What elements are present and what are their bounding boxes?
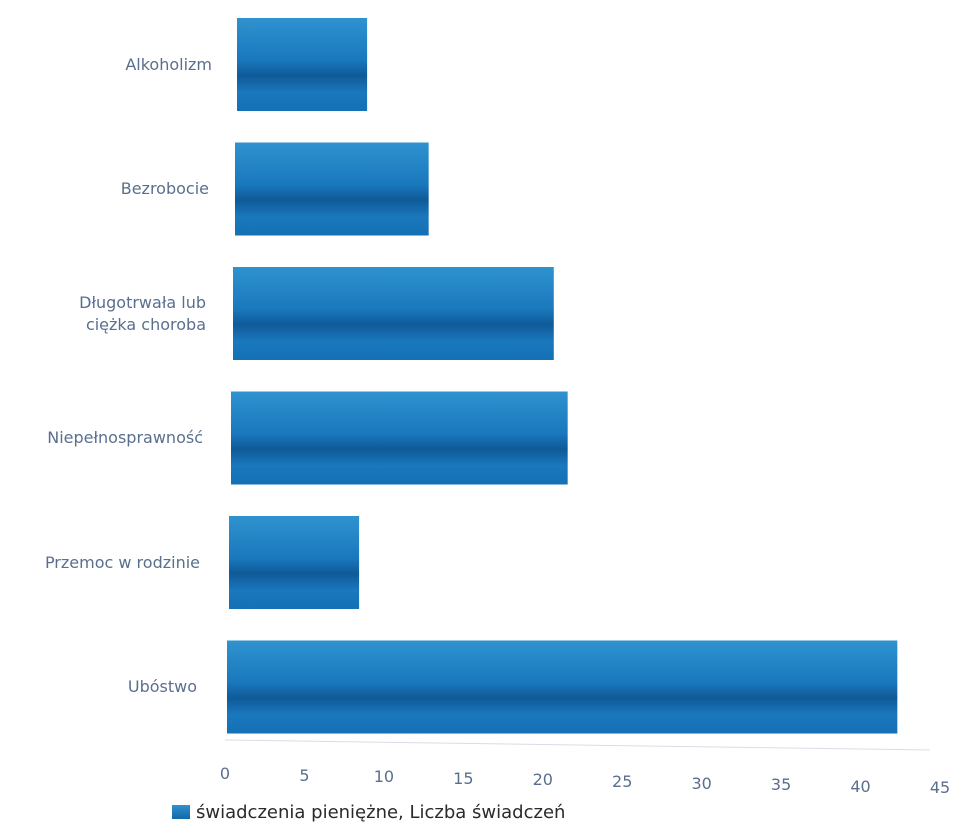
x-tick-label: 15 <box>453 768 474 788</box>
category-label: Niepełnosprawność <box>47 428 203 447</box>
x-tick-label: 20 <box>532 770 553 790</box>
category-label: Długotrwała lub ciężka choroba <box>79 292 206 334</box>
x-tick-label: 25 <box>612 772 633 791</box>
x-tick-label: 45 <box>929 778 951 798</box>
category-label: Bezrobocie <box>120 179 209 198</box>
x-tick-label: 35 <box>770 775 792 795</box>
x-tick-label: 0 <box>219 764 231 783</box>
legend-swatch <box>172 805 190 819</box>
x-tick-label: 5 <box>299 765 310 785</box>
bar-5 <box>227 640 898 734</box>
bar-0 <box>237 18 368 111</box>
bar-4 <box>229 516 360 609</box>
bar-2 <box>233 267 554 360</box>
legend-label: świadczenia pieniężne, Liczba świadczeń <box>196 801 566 823</box>
legend: świadczenia pieniężne, Liczba świadczeń <box>172 800 565 824</box>
bar-1 <box>235 142 429 236</box>
x-tick-label: 10 <box>373 767 395 787</box>
x-tick-label: 30 <box>691 773 712 793</box>
category-label: Ubóstwo <box>127 677 197 696</box>
x-tick-label: 40 <box>850 776 871 796</box>
x-axis-line <box>224 739 931 751</box>
bar-3 <box>231 391 568 485</box>
category-label: Alkoholizm <box>125 54 212 74</box>
category-label: Przemoc w rodzinie <box>44 552 200 572</box>
